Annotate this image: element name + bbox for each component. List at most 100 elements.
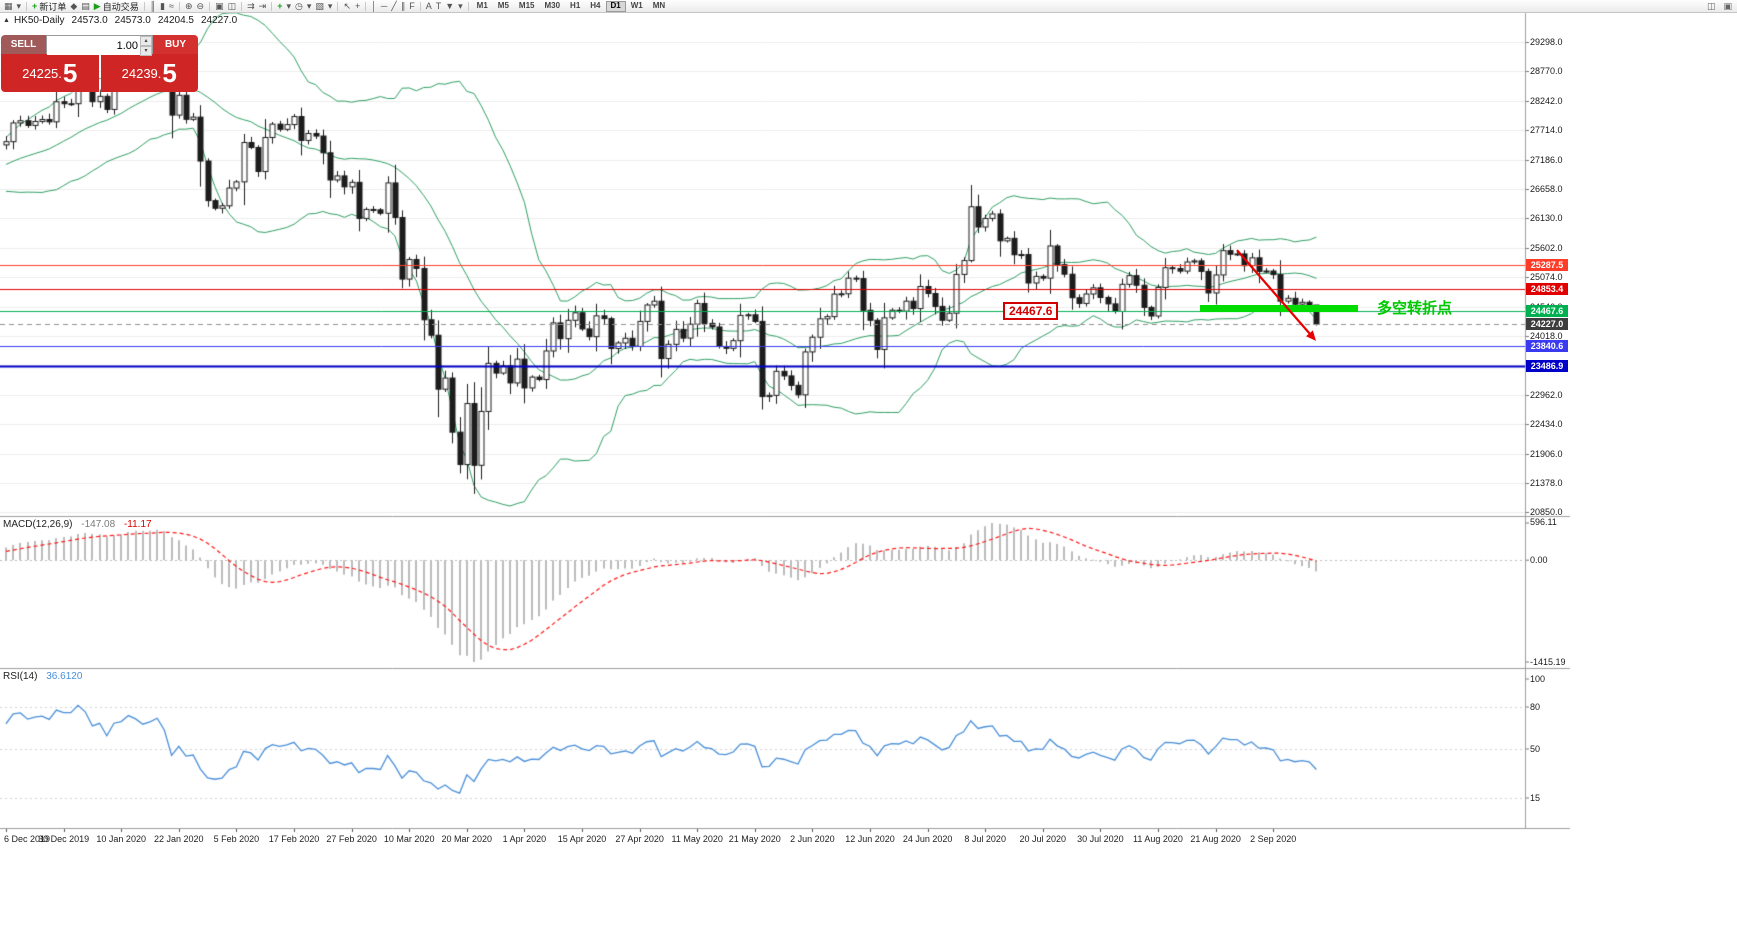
date-axis-label: 27 Feb 2020 (326, 834, 377, 844)
timeframe-m5[interactable]: M5 (497, 1, 509, 10)
toolbar-dock-button[interactable]: ◫ (1706, 0, 1716, 11)
ohlc-close: 24227.0 (200, 15, 238, 26)
macd-signal-value: -11.17 (123, 519, 152, 530)
price-axis-label: 28770.0 (1530, 66, 1563, 77)
vertical-line-button[interactable]: │ (371, 0, 377, 11)
timeframe-m30[interactable]: M30 (544, 1, 561, 10)
text-button[interactable]: A (425, 0, 432, 11)
timeframe-h1[interactable]: H1 (570, 1, 581, 10)
candlestick-chart-button[interactable]: ▮ (160, 0, 166, 11)
volume-down-button[interactable]: ▾ (140, 46, 152, 56)
arrows-button[interactable]: ▼ (445, 0, 455, 11)
sell-button[interactable]: 24225. 5 (1, 54, 99, 92)
date-axis-label: 24 Jun 2020 (902, 834, 953, 844)
date-axis-label: 20 Jul 2020 (1019, 834, 1067, 844)
rsi-axis-label: 80 (1530, 702, 1541, 712)
rsi-name: RSI(14) (3, 671, 38, 682)
ohlc-low: 24204.5 (157, 15, 194, 26)
date-axis-label: 11 Aug 2020 (1133, 834, 1183, 844)
line-chart-button[interactable]: ≈ (169, 0, 174, 11)
chart-shift-button[interactable]: ⇥ (258, 0, 267, 11)
date-axis-label: 30 Dec 2019 (38, 834, 90, 844)
horizontal-line-button[interactable]: ─ (380, 0, 388, 11)
toolbar-overflow-button[interactable]: ▣ (1723, 0, 1732, 11)
price-axis-label: 28242.0 (1530, 95, 1563, 106)
toolbar-separator (271, 1, 273, 11)
date-axis-label: 17 Feb 2020 (268, 834, 320, 844)
macd-main-value: -147.08 (81, 519, 116, 530)
date-axis-label: 20 Mar 2020 (441, 834, 493, 844)
sell-price-big-digit: 5 (62, 58, 78, 88)
macd-axis-label-zero: 0.00 (1530, 555, 1548, 566)
text-label-button[interactable]: T (435, 0, 442, 11)
sell-tab[interactable]: SELL (1, 35, 46, 54)
templates-dropdown[interactable]: ▧ (315, 0, 324, 11)
price-tag: 23840.6 (1526, 339, 1568, 352)
price-axis-label: 26658.0 (1530, 184, 1563, 194)
data-window-button[interactable]: ▤ (81, 0, 90, 11)
date-axis-label: 11 May 2020 (671, 834, 723, 844)
price-axis-label: 27186.0 (1530, 154, 1563, 165)
chart-profiles-dropdown[interactable]: ▾ (16, 0, 22, 11)
date-axis-label: 10 Jan 2020 (96, 834, 146, 844)
zoom-out-button[interactable]: ⊖ (196, 0, 205, 11)
timeframe-m1[interactable]: M1 (476, 1, 488, 10)
crosshair-button[interactable]: + (355, 0, 361, 11)
support-highlight-bar[interactable] (1200, 305, 1358, 313)
macd-name: MACD(12,26,9) (3, 519, 73, 530)
templates-caret[interactable]: ▾ (327, 0, 333, 11)
new-chart-button[interactable]: ▦ (4, 0, 13, 11)
price-tag: 25287.5 (1526, 259, 1568, 272)
toolbar-right-group: ◫ ▣ (1705, 0, 1734, 12)
cascade-windows-button[interactable]: ◫ (227, 0, 237, 11)
equidistant-channel-button[interactable]: ∥ (400, 0, 406, 11)
toolbar-separator (26, 1, 28, 11)
periods-caret[interactable]: ▾ (306, 0, 312, 11)
price-axis-label: 21906.0 (1530, 448, 1563, 459)
buy-button[interactable]: 24239. 5 (100, 54, 198, 92)
price-axis-label: 21378.0 (1530, 478, 1563, 488)
toolbar-separator (365, 1, 367, 11)
rsi-axis-label: 100 (1530, 674, 1546, 684)
indicators-button[interactable]: + (277, 0, 283, 11)
metaeditor-button[interactable]: ◆ (70, 0, 78, 11)
date-axis-label: 6 Dec 2019 (3, 834, 51, 844)
arrows-caret[interactable]: ▾ (458, 0, 463, 11)
fibonacci-button[interactable]: F (409, 0, 415, 11)
price-axis-label: 24018.0 (1530, 331, 1563, 341)
periods-dropdown[interactable]: ◷ (295, 0, 303, 11)
autotrading-button[interactable]: ▶ 自动交易 (93, 0, 139, 12)
macd-axis-label-max: 596.11 (1530, 517, 1557, 527)
macd-indicator-label: MACD(12,26,9) -147.08 -11.17 (3, 519, 152, 530)
timeframe-mn[interactable]: MN (652, 1, 666, 10)
turning-point-label[interactable]: 多空转折点 (1377, 299, 1453, 317)
timeframe-w1[interactable]: W1 (630, 1, 643, 10)
symbol-name: HK50-Daily (13, 15, 65, 26)
rsi-axis-label: 50 (1530, 744, 1541, 754)
date-axis-label: 5 Feb 2020 (213, 834, 260, 844)
buy-tab[interactable]: BUY (153, 35, 198, 54)
volume-input[interactable] (47, 37, 152, 55)
indicators-dropdown[interactable]: ▾ (286, 0, 292, 11)
date-axis-label: 8 Jul 2020 (964, 834, 1006, 844)
price-axis-label: 25074.0 (1530, 272, 1563, 283)
date-axis-label: 21 Aug 2020 (1190, 834, 1241, 844)
cursor-button[interactable]: ↖ (343, 0, 351, 11)
one-click-collapse-toggle[interactable]: ▲ (3, 17, 10, 24)
timeframe-h4[interactable]: H4 (590, 1, 601, 10)
volume-up-button[interactable]: ▴ (140, 36, 152, 46)
tile-windows-button[interactable]: ▣ (215, 0, 224, 11)
trendline-button[interactable]: ╱ (391, 0, 397, 11)
auto-scroll-button[interactable]: ⇉ (247, 0, 255, 11)
timeframe-d1[interactable]: D1 (605, 0, 626, 12)
timeframe-m15[interactable]: M15 (518, 1, 535, 10)
price-axis-label: 26130.0 (1530, 213, 1563, 224)
bar-chart-button[interactable]: ║ (149, 0, 157, 11)
new-order-button[interactable]: + 新订单 (32, 0, 67, 12)
date-axis-label: 1 Apr 2020 (502, 834, 547, 844)
one-click-trading-panel: SELL ▴ ▾ BUY 24225.5 24239.5 (1, 35, 198, 92)
price-annotation[interactable]: 24467.6 (1003, 301, 1059, 320)
zoom-in-button[interactable]: ⊕ (185, 0, 193, 11)
price-axis-label: 27714.0 (1530, 125, 1563, 136)
